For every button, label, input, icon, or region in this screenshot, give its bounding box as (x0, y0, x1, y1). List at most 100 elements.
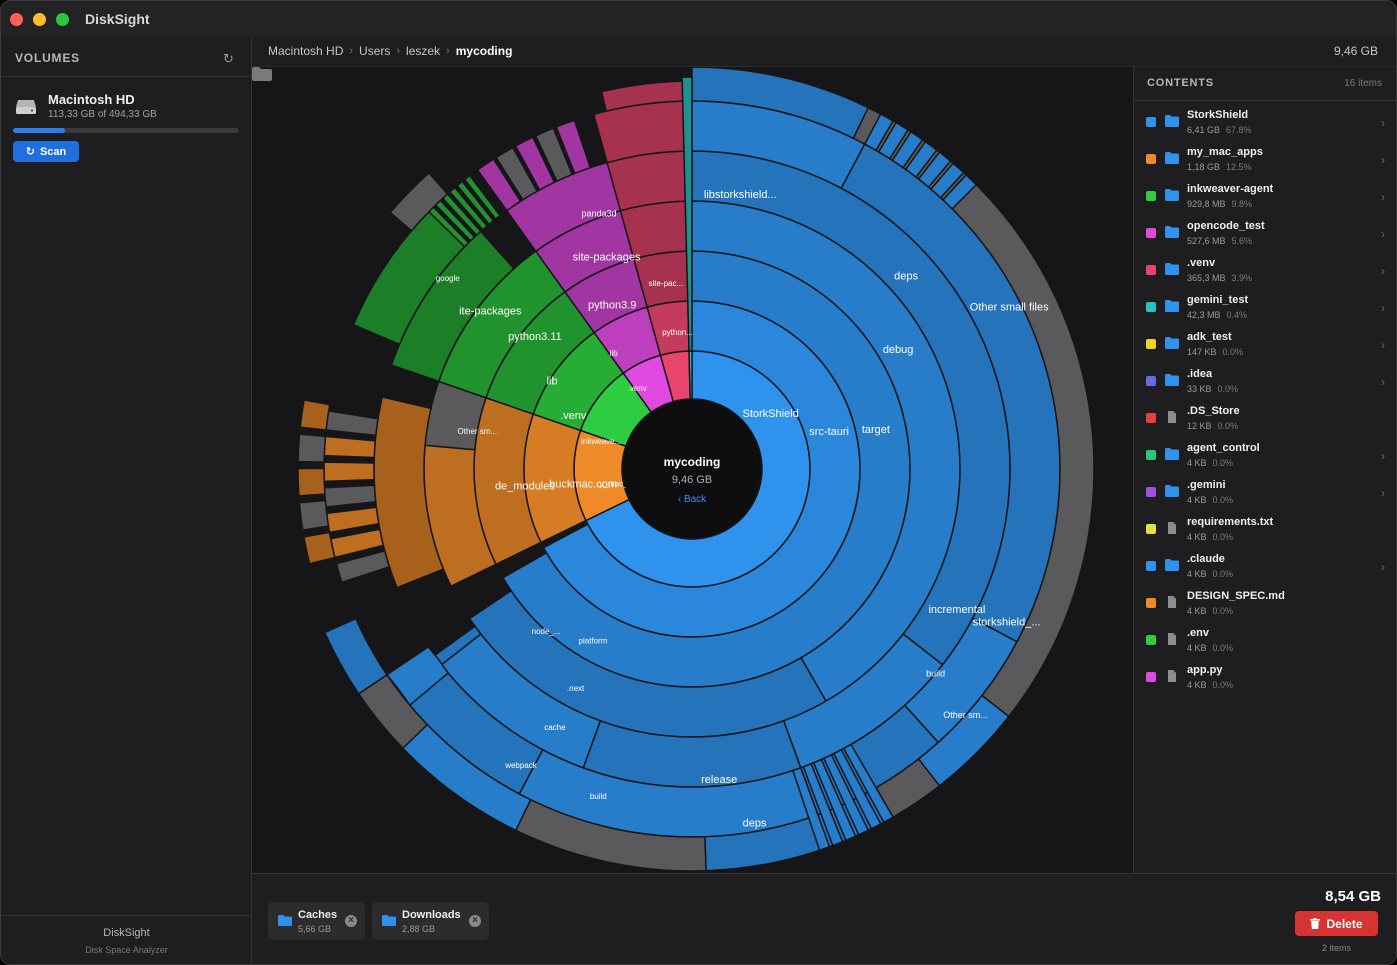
folder-icon (1165, 448, 1179, 460)
sidebar: VOLUMES ↻ Macintosh HD 113,33 GB of 494,… (1, 37, 252, 964)
item-size: 4 KB (1187, 643, 1207, 653)
sunburst-segment[interactable] (463, 174, 502, 220)
sunburst-segment[interactable] (534, 127, 574, 183)
sunburst-segment[interactable] (385, 645, 450, 707)
item-name: StorkShield (1187, 109, 1249, 121)
sunburst-segment[interactable] (891, 130, 924, 169)
zoom-window-button[interactable] (56, 13, 69, 26)
list-item[interactable]: gemini_test 42,3 MB 0.4% › (1134, 291, 1396, 328)
list-item[interactable]: my_mac_apps 1,18 GB 12.5% › (1134, 143, 1396, 180)
folder-icon (382, 915, 396, 926)
sunburst-segment[interactable] (681, 76, 693, 352)
sunburst-segment[interactable] (323, 435, 377, 459)
sunburst-segment[interactable] (299, 399, 331, 431)
sunburst-label: .next (567, 684, 585, 693)
item-name: DESIGN_SPEC.md (1187, 590, 1285, 602)
hard-disk-icon (16, 100, 36, 114)
volume-name[interactable]: Macintosh HD (48, 92, 135, 107)
item-name: gemini_test (1187, 294, 1249, 306)
sunburst-segment[interactable] (832, 748, 882, 830)
contents-panel: CONTENTS 16 items StorkShield 6,41 GB 67.8… (1133, 67, 1396, 873)
file-icon (1168, 670, 1176, 682)
sunburst-segment[interactable] (325, 506, 380, 534)
back-button[interactable]: ‹ Back (677, 494, 707, 505)
sunburst-label: webpack (504, 761, 538, 770)
list-item[interactable]: .venv 365,3 MB 3.9% › (1134, 254, 1396, 291)
list-item[interactable]: .idea 33 KB 0.0% › (1134, 365, 1396, 402)
list-item[interactable]: .claude 4 KB 0.0% › (1134, 550, 1396, 587)
list-item[interactable]: inkweaver-agent 929,8 MB 9.8% › (1134, 180, 1396, 217)
sunburst-segment[interactable] (822, 753, 870, 836)
sunburst-segment[interactable] (842, 743, 895, 824)
close-window-button[interactable] (10, 13, 23, 26)
sunburst-segment[interactable] (863, 113, 895, 152)
sunburst-segment-ring1[interactable] (688, 350, 693, 400)
sunburst-segment[interactable] (476, 158, 522, 212)
close-icon[interactable]: × (345, 915, 357, 927)
sunburst-segment[interactable] (303, 531, 336, 565)
sunburst-segment[interactable] (917, 151, 952, 189)
list-item[interactable]: StorkShield 6,41 GB 67.8% › (1134, 106, 1396, 143)
refresh-icon[interactable]: ↻ (223, 51, 234, 66)
item-percent: 0.4% (1226, 310, 1248, 320)
sunburst-segment[interactable] (323, 461, 375, 483)
sunburst-segment[interactable] (791, 766, 831, 852)
chevron-right-icon: › (1381, 116, 1385, 130)
sunburst-segment[interactable] (389, 171, 449, 232)
list-item[interactable]: .DS_Store 12 KB 0.0% (1134, 402, 1396, 439)
item-meta: 33 KB 0.0% (1187, 384, 1238, 394)
chart-center-name: mycoding (663, 455, 721, 469)
item-meta: 4 KB 0.0% (1187, 606, 1233, 616)
sunburst-segment[interactable] (456, 180, 495, 226)
item-size: 527,6 MB (1187, 236, 1226, 246)
sunburst-segment[interactable] (297, 467, 326, 497)
list-item[interactable]: .env 4 KB 0.0% (1134, 624, 1396, 661)
sunburst-segment[interactable] (555, 119, 592, 175)
color-swatch (1146, 265, 1156, 275)
sunburst-segment[interactable] (323, 617, 388, 695)
item-percent: 12.5% (1226, 162, 1252, 172)
sunburst-segment[interactable] (929, 162, 965, 199)
sunburst-segment[interactable] (812, 758, 857, 842)
list-item[interactable]: agent_control 4 KB 0.0% › (1134, 439, 1396, 476)
refresh-icon: ↻ (25, 146, 35, 158)
list-item[interactable]: opencode_test 527,6 MB 5.6% › (1134, 217, 1396, 254)
sunburst-segment[interactable] (941, 173, 978, 210)
sunburst-segment[interactable] (297, 433, 327, 463)
scan-button[interactable]: ↻ Scan (13, 141, 79, 162)
minimize-window-button[interactable] (33, 13, 46, 26)
list-item[interactable]: DESIGN_SPEC.md 4 KB 0.0% (1134, 587, 1396, 624)
sunburst-label: .venv (560, 410, 587, 422)
sunburst-segment[interactable] (495, 146, 539, 201)
selection-bar: Caches 5,66 GB × Downloads 2,88 GB × 8,5… (252, 873, 1396, 964)
chevron-right-icon: › (396, 45, 401, 57)
sunburst-segment[interactable] (877, 121, 910, 160)
color-swatch (1146, 339, 1156, 349)
close-icon[interactable]: × (469, 915, 481, 927)
breadcrumb-item[interactable]: leszek (406, 44, 441, 58)
breadcrumb-item[interactable]: Macintosh HD (268, 44, 344, 58)
sunburst-segment[interactable] (904, 140, 938, 179)
selection-chip[interactable]: Caches 5,66 GB × (268, 902, 365, 940)
list-item[interactable]: .gemini 4 KB 0.0% › (1134, 476, 1396, 513)
chevron-right-icon: › (1381, 190, 1385, 204)
item-percent: 0.0% (1217, 384, 1239, 394)
breadcrumb-item[interactable]: Users (359, 44, 391, 58)
sunburst-segment[interactable] (448, 186, 489, 231)
sunburst-segment[interactable] (373, 396, 445, 589)
selection-chip-size: 5,66 GB (298, 924, 332, 934)
sunburst-segment[interactable] (514, 136, 556, 191)
sunburst-segment[interactable] (802, 762, 844, 847)
sunburst-segment[interactable] (335, 549, 391, 584)
sunburst-segment[interactable] (298, 499, 330, 531)
sunburst-center[interactable] (623, 400, 761, 538)
selection-chip[interactable]: Downloads 2,88 GB × (372, 902, 489, 940)
list-item[interactable]: adk_test 147 KB 0.0% › (1134, 328, 1396, 365)
list-item[interactable]: requirements.txt 4 KB 0.0% (1134, 513, 1396, 550)
list-item[interactable]: app.py 4 KB 0.0% (1134, 661, 1396, 698)
sunburst-segment[interactable] (325, 410, 379, 437)
sunburst-segment[interactable] (323, 484, 377, 508)
delete-button[interactable]: Delete (1295, 911, 1378, 936)
